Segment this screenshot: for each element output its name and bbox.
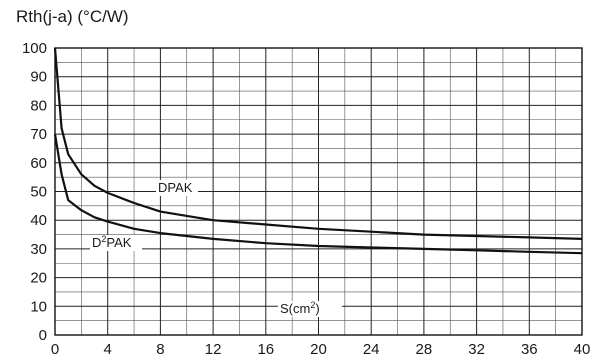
x-tick-label: 12: [205, 341, 222, 358]
y-tick-label: 100: [22, 40, 47, 57]
x-tick-label: 0: [51, 341, 59, 358]
x-tick-labels: 0 4 8 12 16 20 24 28 32 36 40: [51, 341, 591, 358]
label-d2pak-bg: [90, 235, 142, 251]
x-tick-label: 36: [521, 341, 538, 358]
x-tick-label: 32: [468, 341, 485, 358]
y-tick-label: 50: [30, 184, 47, 201]
y-axis-title: Rth(j-a) (°C/W): [16, 7, 129, 26]
y-tick-label: 40: [30, 212, 47, 229]
x-tick-label: 4: [104, 341, 112, 358]
x-tick-label: 24: [363, 341, 380, 358]
x-axis-title-bg: [278, 301, 342, 317]
y-tick-label: 70: [30, 126, 47, 143]
curve-d2pak: [53, 133, 583, 255]
curve-dpak: [53, 47, 583, 240]
y-tick-label: 90: [30, 69, 47, 86]
curve-labels: DPAK D2PAK S(cm2): [90, 180, 342, 317]
y-tick-label: 20: [30, 270, 47, 287]
y-tick-label: 60: [30, 155, 47, 172]
plot-grid: [54, 47, 583, 336]
label-dpak-bg: [156, 180, 198, 196]
x-tick-label: 40: [574, 341, 591, 358]
y-tick-label: 10: [30, 298, 47, 315]
y-tick-label: 80: [30, 97, 47, 114]
plot-frame: [54, 47, 583, 336]
y-tick-label: 30: [30, 241, 47, 258]
curves: [53, 47, 583, 255]
x-axis-title: S(cm2): [280, 300, 320, 316]
x-tick-label: 8: [156, 341, 164, 358]
y-tick-labels: 0 10 20 30 40 50 60 70 80 90 100: [22, 40, 47, 344]
y-tick-label: 0: [39, 327, 47, 344]
label-dpak: DPAK: [158, 180, 193, 195]
x-tick-label: 20: [310, 341, 327, 358]
x-tick-label: 28: [416, 341, 433, 358]
label-d2pak: D2PAK: [92, 234, 132, 250]
x-tick-label: 16: [257, 341, 274, 358]
